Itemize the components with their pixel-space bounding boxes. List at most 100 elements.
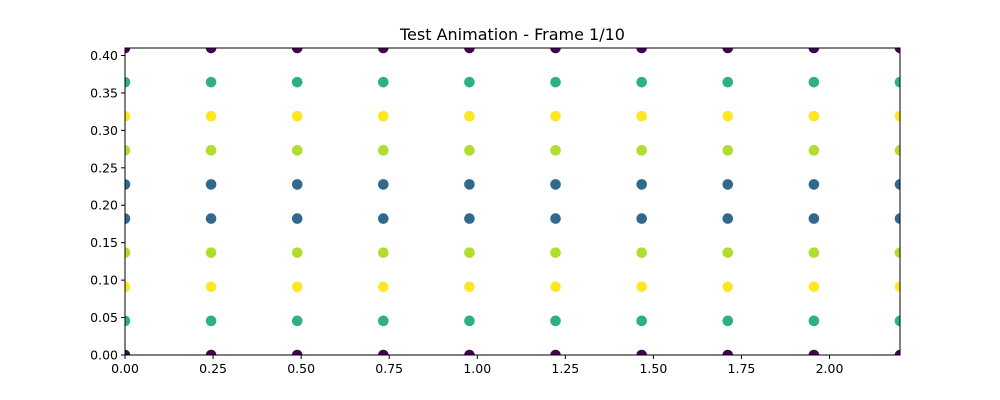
data-point (125, 179, 131, 190)
data-point (205, 145, 217, 156)
data-point (378, 110, 389, 122)
data-point (636, 247, 647, 258)
data-point (464, 110, 475, 122)
data-point (808, 315, 820, 327)
points-layer (125, 48, 900, 355)
data-point (808, 48, 820, 54)
data-point (808, 349, 820, 355)
data-point (550, 48, 561, 54)
data-point (205, 281, 217, 293)
data-point (291, 349, 303, 355)
data-point (464, 349, 475, 355)
x-tick-label: 1.25 (551, 361, 579, 376)
data-point (550, 247, 561, 258)
data-point (291, 76, 303, 88)
data-point (894, 213, 900, 224)
data-point (894, 110, 900, 122)
data-point (464, 247, 475, 258)
data-point (722, 315, 734, 327)
data-point (808, 247, 820, 258)
data-point (205, 48, 217, 54)
data-point (894, 349, 900, 355)
data-point (464, 315, 475, 327)
x-tick-label: 1.00 (463, 361, 491, 376)
data-point (125, 48, 131, 54)
data-point (894, 76, 900, 88)
data-point (378, 315, 389, 327)
y-tick-label: 0.25 (90, 160, 118, 175)
data-point (125, 213, 131, 224)
data-point (205, 315, 217, 327)
x-tick-label: 2.00 (816, 361, 844, 376)
data-point (722, 213, 734, 224)
x-tick-label: 1.50 (639, 361, 667, 376)
data-point (125, 76, 131, 88)
data-point (636, 315, 647, 327)
data-point (722, 349, 734, 355)
data-point (291, 145, 303, 156)
data-point (722, 281, 734, 293)
data-point (808, 281, 820, 293)
data-point (894, 315, 900, 327)
data-point (464, 145, 475, 156)
y-axis: 0.00 0.05 0.10 0.15 0.20 0.25 0.30 0.35 0.40 (90, 48, 125, 363)
y-tick-label: 0.40 (90, 48, 118, 63)
data-point (125, 247, 131, 258)
data-point (125, 145, 131, 156)
data-point (808, 110, 820, 122)
data-point (722, 110, 734, 122)
data-point (636, 145, 647, 156)
data-point (894, 48, 900, 54)
data-point (550, 179, 561, 190)
data-point (550, 213, 561, 224)
x-tick-label: 0.75 (375, 361, 403, 376)
data-point (125, 281, 131, 293)
data-point (550, 281, 561, 293)
data-point (808, 76, 820, 88)
x-tick-label: 1.75 (728, 361, 756, 376)
data-point (636, 349, 647, 355)
data-point (808, 145, 820, 156)
data-point (291, 179, 303, 190)
data-point (636, 213, 647, 224)
data-point (378, 349, 389, 355)
data-point (205, 213, 217, 224)
data-point (464, 48, 475, 54)
y-tick-label: 0.00 (90, 348, 118, 363)
data-point (125, 315, 131, 327)
data-point (636, 179, 647, 190)
data-point (894, 281, 900, 293)
axes-frame (124, 47, 901, 356)
y-tick-label: 0.05 (90, 310, 118, 325)
data-point (378, 48, 389, 54)
data-point (291, 315, 303, 327)
data-point (205, 110, 217, 122)
data-point (808, 213, 820, 224)
data-point (464, 179, 475, 190)
x-tick-label: 0.25 (199, 361, 227, 376)
data-point (894, 145, 900, 156)
data-point (636, 281, 647, 293)
data-point (636, 48, 647, 54)
data-point (464, 281, 475, 293)
data-point (722, 145, 734, 156)
y-tick-label: 0.35 (90, 85, 118, 100)
data-point (636, 76, 647, 88)
data-point (378, 213, 389, 224)
data-point (291, 247, 303, 258)
data-point (291, 48, 303, 54)
data-point (378, 76, 389, 88)
data-point (291, 110, 303, 122)
data-point (550, 110, 561, 122)
data-point (125, 110, 131, 122)
x-tick-label: 0.50 (287, 361, 315, 376)
y-tick-label: 0.10 (90, 273, 118, 288)
y-tick-label: 0.30 (90, 123, 118, 138)
data-point (550, 145, 561, 156)
y-tick-label: 0.20 (90, 198, 118, 213)
data-point (378, 281, 389, 293)
data-point (378, 145, 389, 156)
data-point (636, 110, 647, 122)
data-point (378, 247, 389, 258)
data-point (722, 179, 734, 190)
